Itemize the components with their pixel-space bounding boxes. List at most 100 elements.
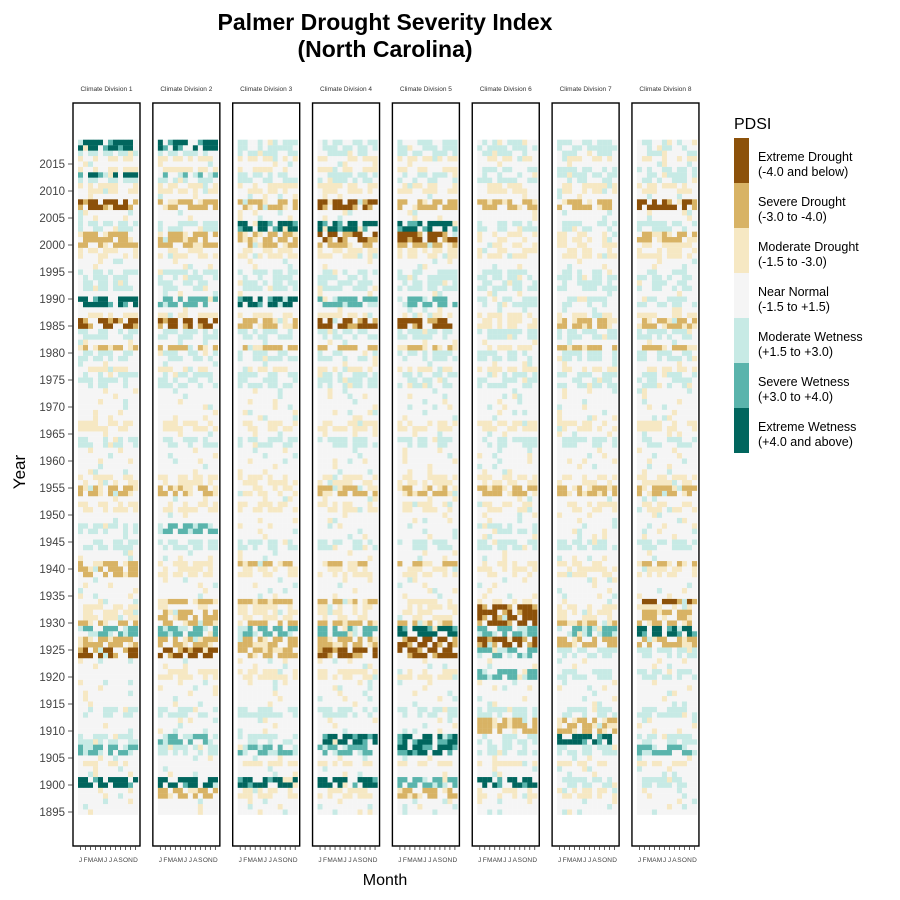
- heatmap-cell: [187, 404, 193, 410]
- heatmap-cell: [242, 452, 248, 459]
- heatmap-cell: [157, 226, 163, 232]
- heatmap-cell: [113, 674, 119, 680]
- heatmap-cell: [287, 193, 293, 200]
- heatmap-cell: [118, 641, 124, 648]
- heatmap-cell: [118, 269, 124, 275]
- heatmap-cell: [83, 539, 89, 545]
- heatmap-cell: [192, 722, 198, 729]
- heatmap-cell: [282, 452, 288, 459]
- heatmap-cell: [282, 539, 288, 545]
- heatmap-cell: [83, 587, 89, 594]
- heatmap-cell: [83, 566, 89, 572]
- heatmap-cell: [272, 755, 278, 761]
- heatmap-cell: [133, 231, 139, 238]
- heatmap-cell: [162, 307, 168, 313]
- heatmap-cell: [292, 204, 298, 211]
- heatmap-cell: [103, 755, 109, 761]
- heatmap-cell: [252, 161, 258, 167]
- heatmap-cell: [88, 685, 94, 691]
- heatmap-cell: [197, 652, 203, 659]
- heatmap-cell: [157, 301, 163, 308]
- heatmap-cell: [267, 528, 273, 535]
- heatmap-cell: [98, 512, 104, 518]
- heatmap-cell: [88, 517, 94, 524]
- heatmap-cell: [202, 631, 208, 637]
- heatmap-cell: [252, 674, 258, 680]
- heatmap-cell: [337, 695, 343, 702]
- heatmap-cell: [317, 631, 323, 637]
- heatmap-cell: [83, 199, 89, 205]
- heatmap-cell: [287, 712, 293, 718]
- heatmap-cell: [342, 641, 348, 648]
- heatmap-cell: [157, 366, 163, 373]
- heatmap-cell: [113, 636, 119, 643]
- heatmap-cell: [242, 744, 248, 751]
- heatmap-cell: [252, 668, 258, 675]
- heatmap-cell: [167, 722, 173, 729]
- heatmap-cell: [262, 290, 268, 297]
- heatmap-cell: [237, 479, 243, 486]
- heatmap-cell: [88, 215, 94, 221]
- heatmap-cell: [247, 145, 253, 151]
- heatmap-cell: [277, 755, 283, 761]
- heatmap-cell: [277, 690, 283, 697]
- heatmap-cell: [317, 641, 323, 648]
- heatmap-cell: [123, 166, 129, 173]
- heatmap-cell: [113, 652, 119, 659]
- heatmap-cell: [257, 463, 263, 470]
- heatmap-cell: [212, 409, 218, 416]
- heatmap-cell: [197, 290, 203, 297]
- heatmap-cell: [282, 317, 288, 324]
- heatmap-cell: [242, 253, 248, 259]
- heatmap-cell: [83, 739, 89, 745]
- heatmap-cell: [103, 571, 109, 578]
- heatmap-cell: [187, 274, 193, 281]
- heatmap-cell: [267, 409, 273, 416]
- heatmap-cell: [93, 539, 99, 545]
- heatmap-cell: [262, 285, 268, 292]
- heatmap-cell: [103, 658, 109, 664]
- heatmap-cell: [282, 393, 288, 400]
- heatmap-cell: [192, 706, 198, 713]
- heatmap-cell: [282, 226, 288, 232]
- heatmap-cell: [157, 382, 163, 389]
- heatmap-cell: [207, 209, 213, 216]
- heatmap-cell: [167, 523, 173, 529]
- heatmap-cell: [118, 609, 124, 616]
- heatmap-cell: [172, 296, 178, 302]
- heatmap-cell: [182, 377, 188, 383]
- heatmap-cell: [237, 679, 243, 686]
- heatmap-cell: [83, 706, 89, 713]
- heatmap-cell: [133, 517, 139, 524]
- heatmap-cell: [103, 269, 109, 275]
- heatmap-cell: [257, 544, 263, 551]
- heatmap-cell: [108, 285, 114, 292]
- heatmap-cell: [98, 328, 104, 335]
- heatmap-cell: [167, 215, 173, 221]
- heatmap-cell: [337, 668, 343, 675]
- heatmap-cell: [182, 685, 188, 691]
- heatmap-cell: [113, 350, 119, 356]
- heatmap-cell: [157, 177, 163, 184]
- heatmap-cell: [93, 668, 99, 675]
- heatmap-cell: [257, 685, 263, 691]
- heatmap-cell: [262, 598, 268, 605]
- heatmap-cell: [242, 776, 248, 783]
- heatmap-cell: [252, 512, 258, 518]
- heatmap-cell: [133, 355, 139, 362]
- heatmap-cell: [162, 641, 168, 648]
- heatmap-cell: [207, 809, 213, 815]
- heatmap-cell: [123, 744, 129, 751]
- heatmap-cell: [93, 247, 99, 254]
- heatmap-cell: [103, 290, 109, 297]
- heatmap-cell: [212, 247, 218, 254]
- heatmap-cell: [172, 388, 178, 394]
- heatmap-cell: [177, 701, 183, 707]
- heatmap-cell: [113, 647, 119, 653]
- heatmap-cell: [262, 647, 268, 653]
- heatmap-cell: [78, 231, 84, 238]
- heatmap-cell: [108, 636, 114, 643]
- heatmap-cell: [197, 485, 203, 491]
- heatmap-cell: [342, 798, 348, 805]
- heatmap-cell: [247, 290, 253, 297]
